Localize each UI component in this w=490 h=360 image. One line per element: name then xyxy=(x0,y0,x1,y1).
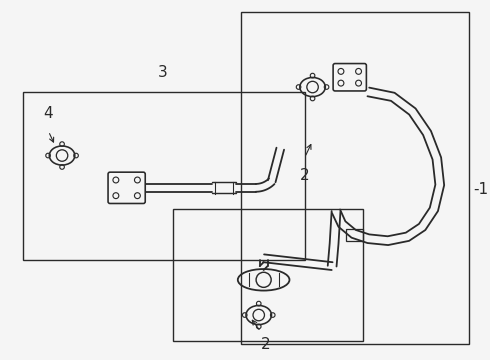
Bar xyxy=(172,210,364,341)
Text: 3: 3 xyxy=(158,65,168,80)
Text: 2: 2 xyxy=(300,168,310,183)
Bar xyxy=(346,229,364,241)
Bar xyxy=(241,12,469,345)
Text: 2: 2 xyxy=(261,337,270,352)
Text: 4: 4 xyxy=(44,106,53,121)
Bar xyxy=(23,92,305,260)
Text: -1: -1 xyxy=(473,182,488,197)
